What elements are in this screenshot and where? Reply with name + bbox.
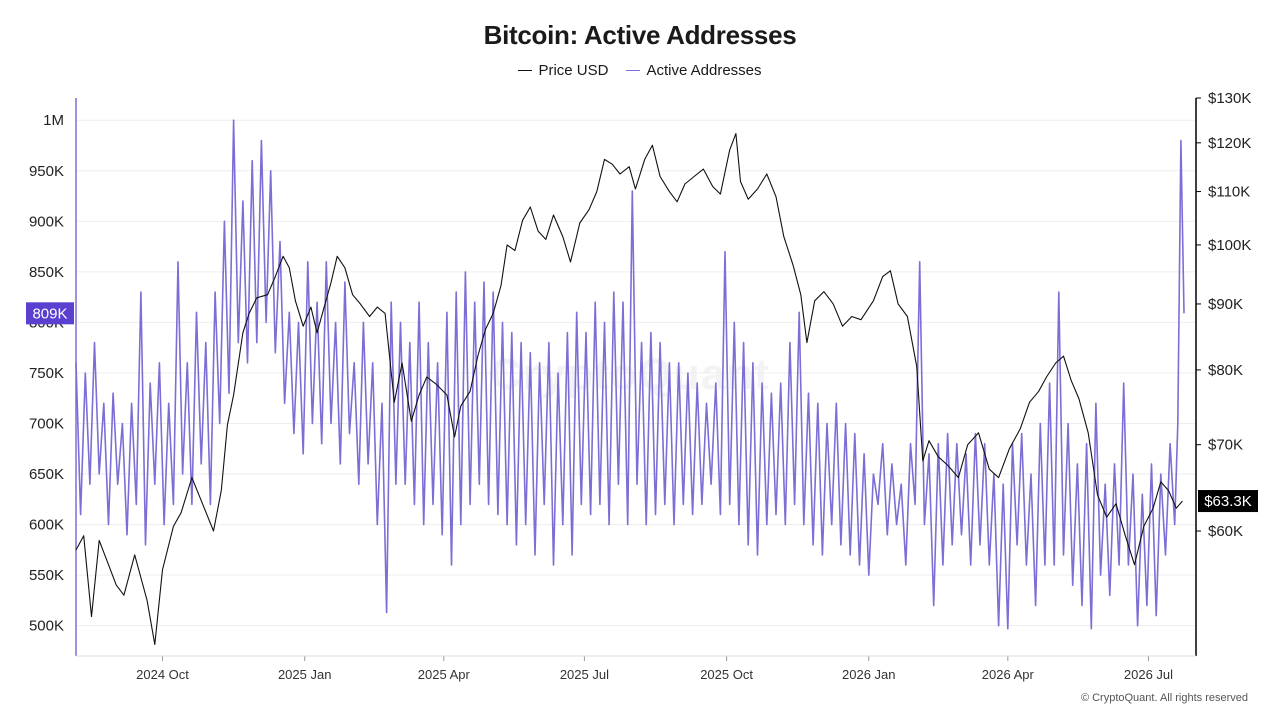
series-price-usd xyxy=(75,133,1183,646)
y-left-tick-label: 700K xyxy=(29,416,64,433)
series-active-addresses xyxy=(75,119,1185,630)
y-right-tick-label: $110K xyxy=(1208,184,1250,201)
x-tick-label: 2025 Jul xyxy=(560,667,609,682)
legend-label-price: Price USD xyxy=(538,62,609,79)
y-left-tick-label: 900K xyxy=(29,213,64,230)
y-right-tick-label: $60K xyxy=(1208,523,1243,540)
y-left-tick-label: 950K xyxy=(29,163,64,180)
chart-title: Bitcoin: Active Addresses xyxy=(483,20,797,50)
x-tick-label: 2025 Apr xyxy=(418,667,471,682)
y-right-tick-label: $80K xyxy=(1208,362,1243,379)
legend-item-price[interactable]: Price USD xyxy=(518,62,608,79)
y-left-tick-label: 750K xyxy=(29,365,64,382)
legend-swatch-addresses xyxy=(626,70,641,71)
y-left-tick-label: 550K xyxy=(29,567,64,584)
x-tick-label: 2026 Jan xyxy=(842,667,896,682)
y-right-tick-label: $100K xyxy=(1208,237,1251,254)
y-left-tick-label: 600K xyxy=(29,517,64,534)
chart-legend: Price USD Active Addresses xyxy=(0,62,1280,79)
last-value-badge-addresses xyxy=(26,302,74,325)
y-left-tick-label: 1M xyxy=(43,112,64,129)
y-left-tick-label: 500K xyxy=(29,618,64,635)
y-right-tick-label: $90K xyxy=(1208,296,1243,313)
y-left-tick-label: 850K xyxy=(29,264,64,281)
x-tick-label: 2025 Oct xyxy=(700,667,753,682)
y-right-tick-label: $120K xyxy=(1208,135,1251,152)
last-value-label-addresses: 809K xyxy=(32,305,67,322)
legend-item-addresses[interactable]: Active Addresses xyxy=(626,62,762,79)
copyright-text: © CryptoQuant. All rights reserved xyxy=(1080,692,1248,704)
y-right-tick-label: $70K xyxy=(1208,437,1243,454)
y-left-tick-label: 650K xyxy=(29,466,64,483)
x-tick-label: 2025 Jan xyxy=(278,667,332,682)
last-value-label-price: $63.3K xyxy=(1204,493,1252,510)
legend-swatch-price xyxy=(518,70,533,71)
last-value-badge-price xyxy=(1198,490,1258,513)
x-tick-label: 2024 Oct xyxy=(136,667,189,682)
y-right-tick-label: $130K xyxy=(1208,90,1251,107)
legend-label-addresses: Active Addresses xyxy=(646,62,762,79)
x-tick-label: 2026 Apr xyxy=(982,667,1035,682)
x-tick-label: 2026 Jul xyxy=(1124,667,1173,682)
